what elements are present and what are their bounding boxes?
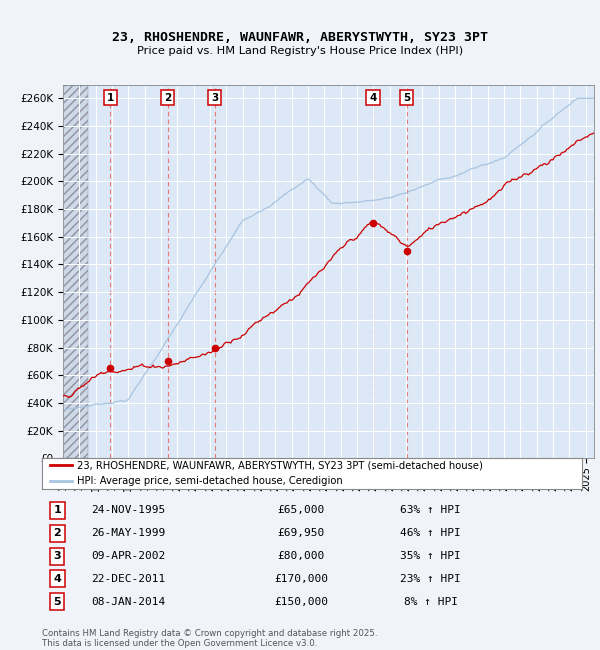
Text: £69,950: £69,950 [278,528,325,538]
Text: £65,000: £65,000 [278,506,325,515]
Bar [63,84,88,458]
Text: 3: 3 [211,92,218,103]
Text: 5: 5 [403,92,410,103]
Text: 5: 5 [53,597,61,606]
Text: 8% ↑ HPI: 8% ↑ HPI [404,597,458,606]
Text: 2: 2 [164,92,171,103]
Text: 4: 4 [369,92,377,103]
Text: 1: 1 [107,92,114,103]
Text: 08-JAN-2014: 08-JAN-2014 [91,597,166,606]
Text: Contains HM Land Registry data © Crown copyright and database right 2025.
This d: Contains HM Land Registry data © Crown c… [42,629,377,648]
Text: 26-MAY-1999: 26-MAY-1999 [91,528,166,538]
Text: £150,000: £150,000 [274,597,328,606]
Text: 23, RHOSHENDRE, WAUNFAWR, ABERYSTWYTH, SY23 3PT (semi-detached house): 23, RHOSHENDRE, WAUNFAWR, ABERYSTWYTH, S… [77,460,483,471]
Text: 63% ↑ HPI: 63% ↑ HPI [400,506,461,515]
Text: £80,000: £80,000 [278,551,325,561]
Text: 4: 4 [53,574,61,584]
Text: 23% ↑ HPI: 23% ↑ HPI [400,574,461,584]
Text: 1: 1 [53,506,61,515]
Text: Price paid vs. HM Land Registry's House Price Index (HPI): Price paid vs. HM Land Registry's House … [137,46,463,56]
Text: 09-APR-2002: 09-APR-2002 [91,551,166,561]
Text: HPI: Average price, semi-detached house, Ceredigion: HPI: Average price, semi-detached house,… [77,476,343,486]
Bar [63,84,88,458]
Text: 2: 2 [53,528,61,538]
Text: 3: 3 [53,551,61,561]
Text: 22-DEC-2011: 22-DEC-2011 [91,574,166,584]
Text: 46% ↑ HPI: 46% ↑ HPI [400,528,461,538]
Text: 35% ↑ HPI: 35% ↑ HPI [400,551,461,561]
Text: 24-NOV-1995: 24-NOV-1995 [91,506,166,515]
Text: £170,000: £170,000 [274,574,328,584]
Text: 23, RHOSHENDRE, WAUNFAWR, ABERYSTWYTH, SY23 3PT: 23, RHOSHENDRE, WAUNFAWR, ABERYSTWYTH, S… [112,31,488,44]
